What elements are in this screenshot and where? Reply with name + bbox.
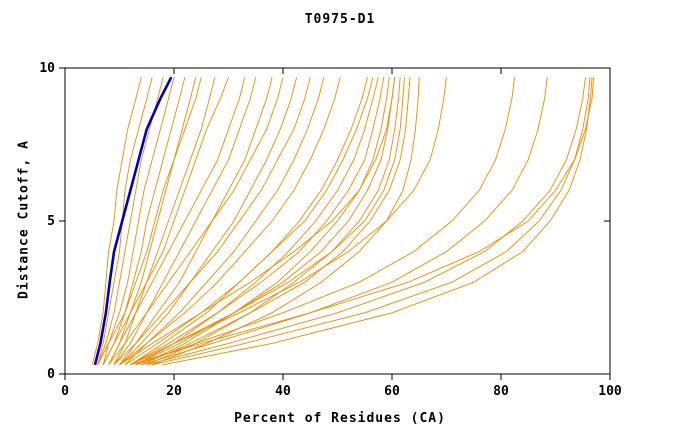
curve-model-16 — [124, 77, 325, 366]
x-tick-label: 100 — [598, 384, 622, 399]
x-tick-label: 40 — [275, 384, 291, 399]
y-tick-label: 0 — [47, 367, 55, 382]
curve-model-33 — [152, 77, 591, 366]
x-tick-label: 80 — [493, 384, 509, 399]
x-tick-label: 60 — [384, 384, 400, 399]
curve-model-18 — [130, 77, 368, 366]
x-tick-label: 0 — [61, 384, 69, 399]
curve-model-19 — [124, 77, 374, 366]
model-curves — [91, 77, 595, 366]
y-tick-label: 5 — [47, 214, 55, 229]
curve-model-27 — [119, 77, 396, 366]
curve-model-10 — [108, 77, 246, 366]
curve-model-26 — [141, 77, 411, 366]
curve-model-02 — [97, 77, 153, 365]
curve-model-06 — [108, 77, 202, 366]
chart-title: T0975-D1 — [304, 12, 376, 27]
y-axis-label: Distance Cutoff, A — [16, 140, 32, 299]
curve-model-34 — [130, 77, 595, 366]
curve-model-21 — [130, 77, 385, 366]
curve-model-20 — [135, 77, 379, 366]
curve-model-25 — [130, 77, 405, 366]
curve-model-28 — [152, 77, 420, 366]
curve-model-17 — [119, 77, 341, 366]
curve-model-23 — [135, 77, 396, 366]
curve-model-14 — [119, 77, 298, 366]
curve-model-07 — [97, 77, 197, 366]
x-tick-label: 20 — [166, 384, 182, 399]
plot-frame — [64, 67, 611, 375]
curve-model-08 — [113, 77, 216, 366]
curve-model-32 — [146, 77, 586, 366]
curve-model-01 — [91, 77, 142, 365]
curve-model-15 — [113, 77, 311, 366]
curve-model-05 — [102, 77, 186, 366]
curve-model-31 — [141, 77, 548, 366]
curve-model-13 — [108, 77, 284, 366]
curve-model-30 — [135, 77, 516, 366]
curve-model-09 — [102, 77, 229, 366]
curve-model-11 — [113, 77, 257, 366]
curve-model-29 — [130, 77, 447, 366]
curve-model-35 — [163, 77, 593, 366]
curve-model-24 — [146, 77, 401, 366]
curve-model-22 — [141, 77, 390, 366]
y-tick-label: 10 — [39, 61, 55, 76]
curve-model-04 — [102, 77, 175, 365]
x-axis-label: Percent of Residues (CA) — [234, 411, 446, 426]
curve-highlighted-model — [93, 76, 173, 366]
